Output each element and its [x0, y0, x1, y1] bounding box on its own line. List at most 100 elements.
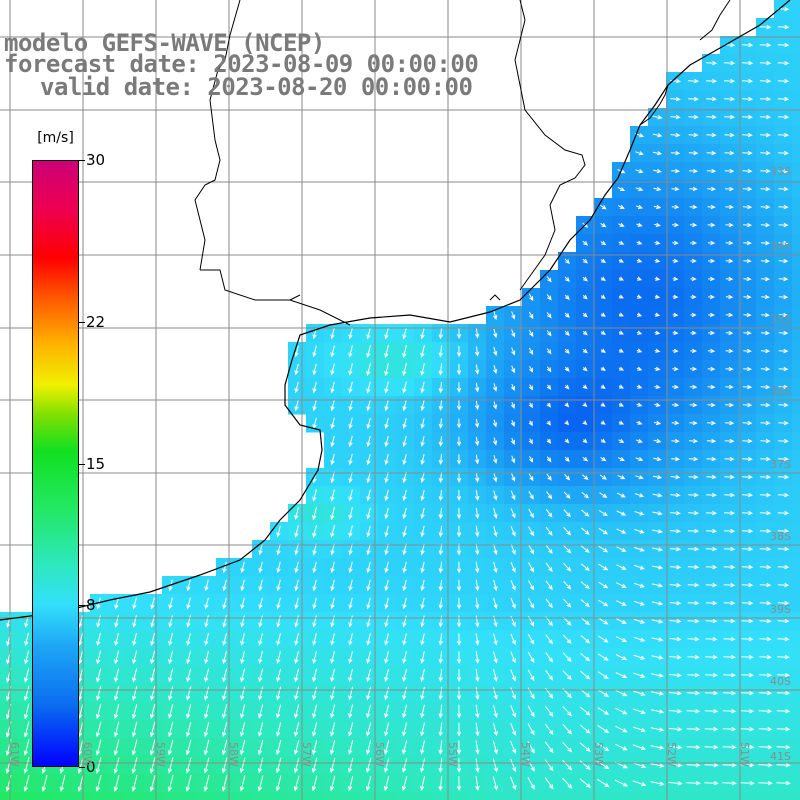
wind-arrow — [168, 597, 173, 610]
wind-arrow — [348, 507, 353, 520]
wind-arrow — [528, 402, 533, 409]
wind-arrow — [704, 690, 719, 696]
wind-arrow — [742, 384, 753, 390]
wind-arrow — [474, 454, 480, 465]
wind-arrow — [743, 222, 753, 228]
wind-arrow — [168, 632, 173, 647]
wind-cell — [792, 756, 800, 775]
wind-arrow — [492, 687, 498, 700]
wind-arrow — [582, 330, 588, 336]
wind-arrow — [616, 510, 627, 516]
wind-arrow — [330, 686, 336, 701]
wind-arrow — [546, 348, 552, 355]
wind-arrow — [186, 615, 191, 628]
wind-arrow — [760, 168, 771, 174]
wind-arrow — [384, 686, 390, 701]
wind-arrow — [257, 757, 264, 774]
wind-cell — [630, 792, 649, 800]
wind-arrow — [222, 633, 227, 646]
colorbar-tick-label: 22 — [86, 312, 106, 331]
wind-arrow — [546, 402, 551, 408]
wind-cell — [792, 414, 800, 433]
wind-arrow — [598, 527, 609, 535]
wind-arrow — [616, 564, 627, 570]
wind-arrow — [510, 758, 517, 773]
wind-arrow — [492, 776, 498, 791]
wind-arrow — [740, 690, 755, 696]
wind-arrow — [634, 546, 645, 552]
wind-arrow — [493, 669, 498, 682]
wind-arrow — [668, 763, 683, 768]
wind-arrow — [653, 456, 662, 462]
wind-arrow — [600, 276, 606, 281]
wind-arrow — [688, 492, 699, 498]
wind-arrow — [240, 668, 246, 683]
wind-arrow — [240, 615, 245, 628]
wind-arrow — [401, 775, 408, 792]
wind-arrow — [669, 564, 682, 570]
wind-arrow — [651, 655, 664, 660]
wind-arrow — [527, 776, 535, 790]
wind-cell — [792, 450, 800, 469]
wind-arrow — [366, 597, 371, 610]
wind-arrow — [704, 762, 719, 768]
wind-cell — [612, 792, 631, 800]
wind-arrow — [546, 294, 552, 301]
wind-arrow — [618, 312, 624, 317]
wind-arrow — [493, 383, 498, 392]
coastline — [0, 0, 791, 621]
wind-arrow — [722, 708, 737, 714]
wind-arrow — [761, 294, 770, 300]
wind-arrow — [545, 508, 553, 518]
wind-arrow — [510, 437, 515, 445]
wind-arrow — [617, 474, 626, 480]
wind-arrow — [258, 722, 264, 737]
wind-arrow — [366, 344, 371, 359]
wind-arrow — [456, 489, 462, 502]
wind-arrow — [618, 330, 625, 335]
wind-arrow — [758, 690, 773, 696]
wind-arrow — [384, 381, 389, 394]
wind-arrow — [562, 759, 573, 771]
wind-arrow — [672, 348, 679, 354]
wind-arrow — [671, 420, 680, 426]
wind-arrow — [150, 686, 156, 701]
wind-arrow — [527, 759, 535, 772]
wind-arrow — [564, 456, 570, 462]
wind-arrow — [581, 509, 590, 517]
wind-arrow — [420, 489, 425, 502]
wind-arrow — [670, 132, 681, 138]
wind-arrow — [330, 399, 335, 412]
wind-arrow — [420, 686, 425, 701]
wind-arrow — [402, 722, 408, 737]
wind-arrow — [383, 775, 390, 792]
wind-arrow — [456, 758, 462, 773]
wind-arrow — [600, 330, 606, 335]
wind-arrow — [777, 474, 790, 480]
wind-arrow — [23, 685, 30, 701]
wind-arrow — [294, 686, 300, 701]
wind-arrow — [580, 581, 590, 590]
wind-arrow — [741, 582, 754, 588]
wind-arrow — [294, 668, 300, 683]
wind-arrow — [686, 762, 701, 768]
wind-arrow — [654, 384, 661, 389]
wind-cell — [792, 54, 800, 73]
wind-arrow — [705, 582, 718, 588]
wind-arrow — [777, 96, 790, 102]
wind-arrow — [475, 507, 480, 520]
wind-arrow — [760, 420, 771, 426]
wind-arrow — [636, 222, 643, 227]
wind-cell — [378, 792, 397, 800]
wind-arrow — [582, 402, 588, 408]
wind-arrow — [402, 362, 407, 377]
wind-arrow — [149, 757, 156, 774]
wind-arrow — [204, 686, 210, 701]
wind-arrow — [275, 757, 282, 774]
wind-arrow — [777, 672, 790, 678]
wind-arrow — [294, 506, 299, 521]
wind-cell — [792, 612, 800, 631]
wind-arrow — [760, 402, 771, 408]
wind-arrow — [330, 722, 336, 737]
wind-arrow — [294, 704, 300, 719]
